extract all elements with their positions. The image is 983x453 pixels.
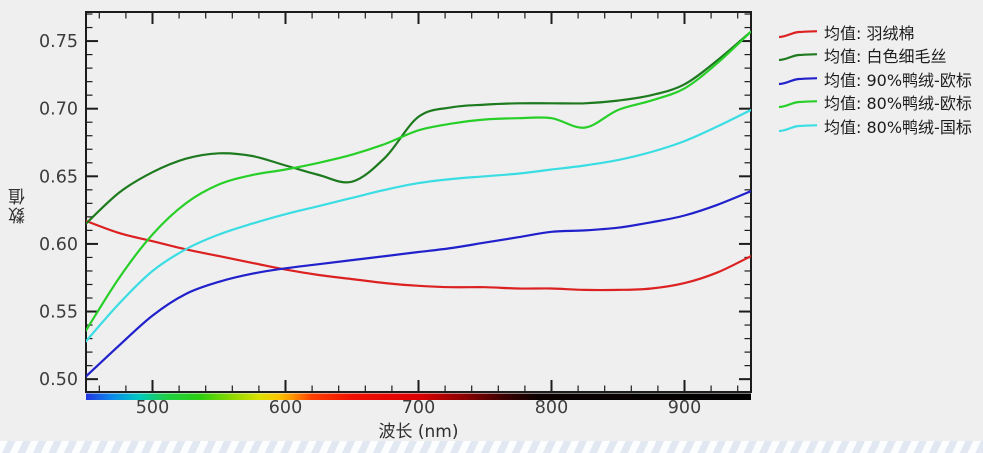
legend-line-sample: [778, 29, 818, 38]
series-line-2: [86, 190, 751, 378]
x-tick-label: 800: [535, 398, 568, 418]
series-line-4: [86, 108, 751, 343]
legend-line-icon: [778, 53, 818, 62]
x-axis-title: 波长 (nm): [378, 422, 459, 442]
legend-item: 均值: 90%鸭绒-欧标: [778, 69, 972, 93]
series-line-1: [86, 30, 751, 225]
y-tick-label: 0.75: [39, 32, 78, 52]
series-line-0: [86, 219, 751, 292]
legend-item: 均值: 80%鸭绒-国标: [778, 116, 972, 140]
legend-item: 均值: 白色细毛丝: [778, 46, 972, 70]
legend-line-icon: [778, 76, 818, 85]
y-tick-label: 0.65: [39, 167, 78, 187]
watermark-strip: [0, 441, 983, 453]
legend-line-sample: [778, 76, 818, 85]
legend: 均值: 羽绒棉均值: 白色细毛丝均值: 90%鸭绒-欧标 均值: 80%鸭绒-欧标…: [778, 22, 972, 140]
legend-line-sample: [778, 123, 818, 132]
x-tick-label: 700: [402, 398, 435, 418]
series-line-3: [86, 30, 751, 332]
legend-item: 均值: 80%鸭绒-欧标: [778, 93, 972, 117]
legend-line-icon: [778, 29, 818, 38]
legend-label: 均值: 羽绒棉: [824, 23, 915, 43]
x-tick-label: 500: [136, 398, 169, 418]
y-tick-label: 0.60: [39, 235, 78, 255]
legend-label: 均值: 白色细毛丝: [824, 47, 947, 67]
x-tick-label: 900: [668, 398, 701, 418]
y-tick-label: 0.55: [39, 303, 78, 323]
legend-line-sample: [778, 100, 818, 109]
legend-label: 均值: 90%鸭绒-欧标: [824, 70, 972, 90]
y-tick-label: 0.50: [39, 370, 78, 390]
spectrum-bar: [86, 393, 751, 400]
legend-item: 均值: 羽绒棉: [778, 22, 972, 46]
legend-line-icon: [778, 100, 818, 109]
legend-label: 均值: 80%鸭绒-欧标: [824, 94, 972, 114]
legend-line-icon: [778, 123, 818, 132]
y-tick-label: 0.70: [39, 100, 78, 120]
legend-line-sample: [778, 53, 818, 62]
plot-border: [85, 11, 752, 393]
y-axis-title: 数值: [9, 186, 29, 224]
legend-label: 均值: 80%鸭绒-国标: [824, 117, 972, 137]
x-tick-label: 600: [269, 398, 302, 418]
